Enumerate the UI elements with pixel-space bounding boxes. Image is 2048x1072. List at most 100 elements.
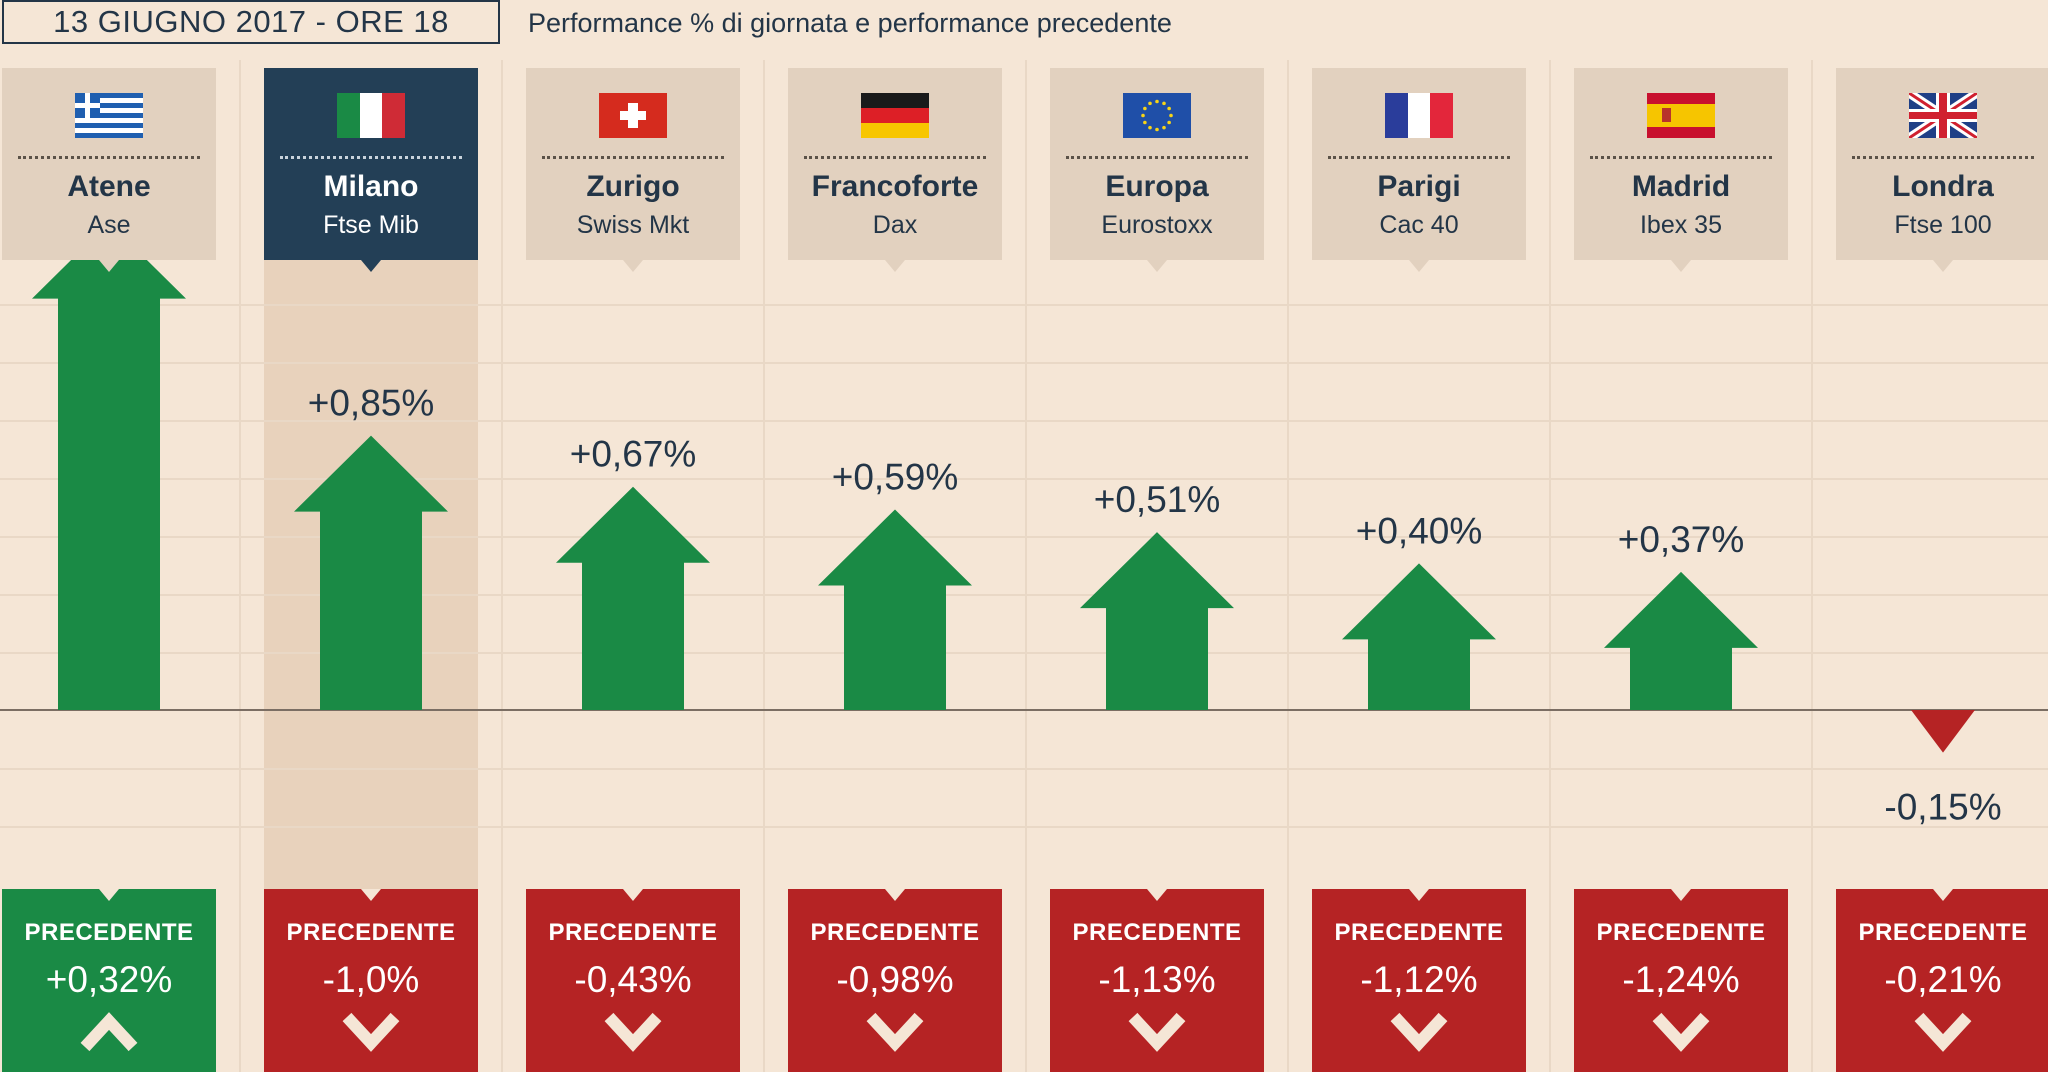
dotted-divider (280, 156, 462, 159)
dotted-divider (18, 156, 200, 159)
value-label: +0,37% (1618, 519, 1745, 560)
date-box: 13 GIUGNO 2017 - ORE 18 (2, 0, 500, 44)
value-label: +0,51% (1094, 479, 1221, 520)
up-arrow-mark (556, 486, 710, 710)
grid-lines (0, 60, 2048, 1072)
prev-notch (1409, 889, 1429, 901)
prev-notch (1147, 889, 1167, 901)
market-city: Parigi (1377, 170, 1461, 203)
market-index: Ibex 35 (1639, 211, 1722, 239)
previous-parigi: PRECEDENTE -1,12% (1312, 889, 1526, 1072)
market-index: Ase (87, 211, 131, 239)
market-index: Dax (872, 211, 918, 239)
value-label: +0,85% (308, 383, 435, 424)
chevron-down-icon (342, 1012, 400, 1052)
value-label: +0,40% (1356, 510, 1483, 551)
card-pointer (1147, 260, 1167, 272)
italy-flag-icon (337, 93, 405, 138)
card-pointer (1933, 260, 1953, 272)
card-parigi: Parigi Cac 40 (1312, 68, 1526, 272)
prev-notch (99, 889, 119, 901)
switzerland-flag-icon (599, 93, 667, 138)
card-atene: Atene Ase (2, 68, 216, 272)
previous-atene: PRECEDENTE +0,32% (2, 889, 216, 1072)
bar-londra: -0,15% (1884, 710, 2002, 828)
market-city: Madrid (1631, 170, 1731, 203)
bar-francoforte: +0,59% (818, 456, 972, 710)
previous-value: -0,98% (836, 959, 954, 1000)
prev-notch (361, 889, 381, 901)
previous-label: PRECEDENTE (24, 919, 194, 946)
up-arrow-mark (294, 435, 448, 710)
prev-notch (1671, 889, 1691, 901)
spain-flag-icon (1647, 93, 1715, 138)
prev-notch (623, 889, 643, 901)
previous-zurigo: PRECEDENTE -0,43% (526, 889, 740, 1072)
market-index: Eurostoxx (1101, 211, 1213, 239)
bar-milano: +0,85% (294, 383, 448, 710)
chevron-down-icon (866, 1012, 924, 1052)
previous-francoforte: PRECEDENTE -0,98% (788, 889, 1002, 1072)
market-index: Ftse 100 (1894, 211, 1992, 239)
previous-madrid: PRECEDENTE -1,24% (1574, 889, 1788, 1072)
previous-londra: PRECEDENTE -0,21% (1836, 889, 2048, 1072)
dotted-divider (1590, 156, 1772, 159)
chevron-down-icon (604, 1012, 662, 1052)
chevron-down-icon (1914, 1012, 1972, 1052)
previous-label: PRECEDENTE (548, 919, 718, 946)
up-arrow-mark (818, 509, 972, 710)
germany-flag-icon (861, 93, 929, 138)
market-index: Swiss Mkt (576, 211, 690, 239)
dotted-divider (804, 156, 986, 159)
previous-label: PRECEDENTE (1858, 919, 2028, 946)
market-city: Milano (323, 170, 419, 203)
card-pointer (1671, 260, 1691, 272)
card-pointer (361, 260, 381, 272)
card-madrid: Madrid Ibex 35 (1574, 68, 1788, 272)
previous-label: PRECEDENTE (1072, 919, 1242, 946)
previous-value: -0,21% (1884, 959, 2002, 1000)
market-index: Ftse Mib (323, 211, 419, 239)
card-francoforte: Francoforte Dax (788, 68, 1002, 272)
card-zurigo: Zurigo Swiss Mkt (526, 68, 740, 272)
chevron-down-icon (1652, 1012, 1710, 1052)
previous-value: -0,43% (574, 959, 692, 1000)
value-label: +0,67% (570, 434, 697, 475)
card-europa: Europa Eurostoxx (1050, 68, 1264, 272)
chart-subtitle: Performance % di giornata e performance … (528, 8, 1172, 38)
prev-notch (1933, 889, 1953, 901)
previous-value: -1,0% (322, 959, 420, 1000)
france-flag-icon (1385, 93, 1453, 138)
card-pointer (1409, 260, 1429, 272)
up-arrow-mark (32, 222, 186, 710)
card-pointer (623, 260, 643, 272)
chevron-down-icon (1390, 1012, 1448, 1052)
value-label: +0,59% (832, 456, 959, 497)
dotted-divider (1852, 156, 2034, 159)
previous-label: PRECEDENTE (1334, 919, 1504, 946)
greece-flag-icon (75, 93, 143, 138)
up-arrow-mark (1080, 532, 1234, 710)
previous-label: PRECEDENTE (286, 919, 456, 946)
card-pointer (885, 260, 905, 272)
card-milano: Milano Ftse Mib (264, 68, 478, 272)
market-city: Europa (1105, 170, 1209, 203)
dotted-divider (1066, 156, 1248, 159)
market-city: Zurigo (586, 170, 680, 203)
down-arrow-mark (1911, 710, 1975, 753)
up-arrow-mark (1604, 571, 1758, 710)
previous-label: PRECEDENTE (1596, 919, 1766, 946)
bar-europa: +0,51% (1080, 479, 1234, 710)
market-index: Cac 40 (1379, 211, 1459, 239)
prev-notch (885, 889, 905, 901)
market-city: Londra (1892, 170, 1994, 203)
market-city: Francoforte (811, 170, 979, 203)
eu-flag-icon (1123, 93, 1191, 138)
bar-madrid: +0,37% (1604, 519, 1758, 710)
card-pointer (99, 260, 119, 272)
value-label: -0,15% (1884, 787, 2001, 828)
chevron-up-icon (80, 1012, 138, 1052)
dotted-divider (542, 156, 724, 159)
up-arrow-mark (1342, 563, 1496, 710)
